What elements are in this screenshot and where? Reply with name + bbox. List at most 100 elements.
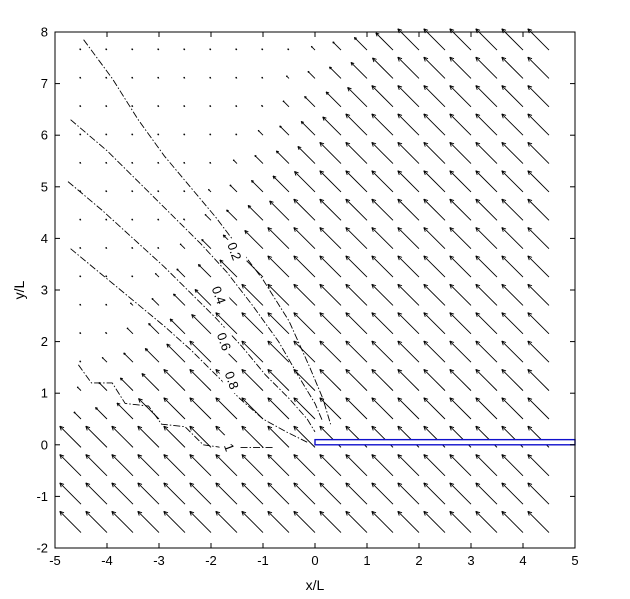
velocity-arrow — [123, 352, 134, 363]
velocity-arrow — [449, 56, 472, 79]
velocity-arrow — [137, 510, 160, 533]
velocity-arrow — [293, 510, 316, 533]
velocity-arrow — [345, 368, 368, 391]
velocity-arrow — [371, 312, 394, 335]
velocity-arrow — [189, 368, 212, 391]
x-tick-label: 0 — [311, 553, 318, 568]
velocity-arrow — [131, 48, 134, 51]
velocity-arrow — [475, 312, 498, 335]
velocity-arrow — [449, 255, 472, 278]
velocity-arrow — [501, 227, 524, 250]
velocity-arrow — [85, 425, 108, 448]
velocity-arrow — [201, 238, 212, 250]
y-axis-label: y/L — [11, 280, 27, 299]
velocity-arrow — [371, 255, 394, 278]
velocity-arrow — [79, 275, 82, 278]
velocity-arrow — [209, 76, 212, 79]
velocity-arrow — [297, 146, 316, 164]
velocity-arrow — [179, 243, 186, 250]
velocity-arrow — [527, 510, 550, 533]
velocity-arrow — [241, 454, 264, 477]
velocity-arrow — [527, 227, 550, 250]
velocity-arrow — [163, 482, 186, 505]
velocity-arrow — [423, 482, 446, 505]
velocity-arrow — [197, 264, 212, 278]
velocity-arrow — [267, 482, 290, 505]
velocity-arrow — [350, 61, 368, 79]
velocity-arrow — [475, 482, 498, 505]
velocity-arrow — [501, 198, 524, 221]
velocity-arrow — [319, 482, 342, 505]
velocity-arrow — [372, 57, 394, 79]
velocity-arrow — [319, 170, 342, 193]
plate-outline — [314, 438, 576, 446]
velocity-arrow — [527, 255, 550, 278]
velocity-arrow — [131, 247, 134, 250]
velocity-arrow — [449, 141, 472, 164]
velocity-arrow — [241, 340, 264, 363]
velocity-arrow — [194, 289, 212, 306]
velocity-arrow — [137, 482, 160, 505]
velocity-arrow — [183, 190, 186, 193]
velocity-arrow — [345, 340, 368, 363]
velocity-arrow — [267, 454, 290, 477]
velocity-arrow — [371, 85, 394, 108]
y-tick-label: 1 — [41, 386, 48, 401]
x-tick-label: -1 — [257, 553, 269, 568]
velocity-arrow — [137, 454, 160, 477]
velocity-arrow — [449, 510, 472, 533]
velocity-arrow — [501, 454, 524, 477]
velocity-arrow — [501, 283, 524, 306]
velocity-arrow — [527, 368, 550, 391]
velocity-arrow — [95, 407, 108, 420]
velocity-arrow — [85, 510, 108, 533]
velocity-arrow — [148, 323, 160, 335]
velocity-vector-field — [59, 28, 550, 533]
velocity-arrow — [293, 482, 316, 505]
velocity-arrow — [111, 425, 134, 448]
velocity-arrow — [449, 368, 472, 391]
velocity-arrow — [397, 56, 420, 79]
velocity-arrow — [183, 48, 186, 51]
velocity-arrow — [527, 170, 550, 193]
velocity-arrow — [371, 283, 394, 306]
velocity-arrow — [423, 283, 446, 306]
velocity-arrow — [501, 510, 524, 533]
velocity-arrow — [345, 141, 368, 164]
velocity-arrow — [475, 255, 498, 278]
velocity-arrow — [105, 331, 108, 335]
flat-plate — [314, 438, 576, 446]
velocity-arrow — [241, 510, 264, 533]
velocity-arrow — [371, 368, 394, 391]
velocity-arrow — [105, 133, 108, 136]
velocity-arrow — [527, 56, 550, 79]
velocity-arrow — [307, 70, 316, 79]
velocity-arrow — [79, 332, 82, 335]
velocity-arrow — [527, 397, 550, 420]
velocity-arrow — [235, 48, 238, 51]
velocity-arrow — [189, 397, 212, 420]
velocity-arrow — [294, 171, 316, 193]
velocity-arrow — [241, 283, 264, 306]
velocity-arrow — [261, 76, 264, 79]
velocity-arrow — [215, 397, 238, 420]
contour-line: 0.8 — [70, 248, 308, 443]
velocity-arrow — [267, 425, 290, 448]
velocity-arrow — [261, 104, 264, 108]
velocity-arrow — [527, 141, 550, 164]
velocity-arrow — [423, 227, 446, 250]
velocity-arrow — [345, 170, 368, 193]
velocity-arrow — [157, 133, 160, 136]
velocity-arrow — [423, 56, 446, 79]
velocity-arrow — [126, 327, 134, 335]
contour-label: 0.6 — [214, 331, 234, 353]
velocity-arrow — [501, 113, 524, 136]
velocity-arrow — [105, 48, 108, 51]
velocity-arrow — [251, 179, 264, 193]
contour-label: 1 — [221, 441, 238, 453]
velocity-arrow — [163, 425, 186, 448]
velocity-arrow — [325, 91, 342, 108]
velocity-arrow — [527, 312, 550, 335]
velocity-arrow — [166, 343, 186, 363]
y-tick-label: -1 — [36, 489, 48, 504]
